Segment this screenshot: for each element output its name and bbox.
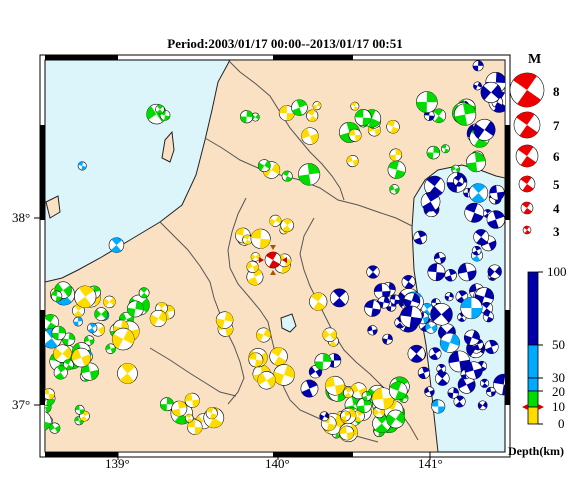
mag-label-3: 3 xyxy=(553,224,560,239)
depth-tick-30: 30 xyxy=(552,370,565,385)
frame-ticks xyxy=(34,55,510,460)
depth-tick-20: 20 xyxy=(552,384,565,399)
depth-tick-0: 0 xyxy=(558,416,565,431)
main-event-depth-marker xyxy=(522,404,528,410)
x-tick-140: 140° xyxy=(265,456,290,471)
depth-tick-50: 50 xyxy=(552,337,565,352)
mag-label-6: 6 xyxy=(553,149,560,164)
y-tick-38: 38° xyxy=(12,210,31,225)
main-event-mechanism xyxy=(259,245,287,275)
depth-tick-100: 100 xyxy=(547,264,567,279)
depth-tick-10: 10 xyxy=(552,399,565,414)
lake xyxy=(280,313,297,333)
x-tick-139: 139° xyxy=(105,456,130,471)
depth-unit-label: Depth(km) xyxy=(508,444,564,458)
mag-label-4: 4 xyxy=(553,201,560,216)
magnitude-legend-title: M xyxy=(528,52,542,67)
y-tick-37: 37° xyxy=(12,397,31,412)
depth-colorbar xyxy=(522,271,544,425)
mag-label-7: 7 xyxy=(553,118,560,133)
mag-label-8: 8 xyxy=(553,84,560,99)
magnitude-legend-symbols xyxy=(509,72,545,235)
island xyxy=(161,130,175,163)
x-tick-141: 141° xyxy=(418,456,443,471)
mag-label-5: 5 xyxy=(553,177,560,192)
focal-mechanisms xyxy=(45,60,505,443)
period-title: Period:2003/01/17 00:00--2013/01/17 00:5… xyxy=(167,36,403,51)
